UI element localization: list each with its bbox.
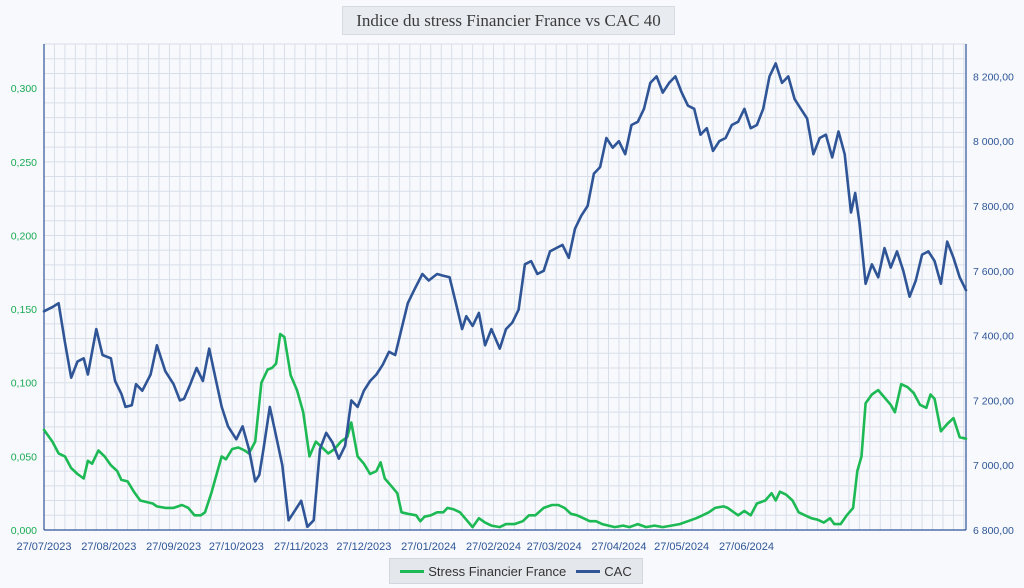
series-lines <box>42 62 968 529</box>
x-tick-label: 27/04/2024 <box>591 541 646 553</box>
left-tick-label: 0,250 <box>11 157 37 169</box>
x-tick-label: 27/01/2024 <box>401 541 456 553</box>
right-tick-label: 7 400,00 <box>973 331 1014 343</box>
tick-labels: 0,000 0,050 0,100 0,150 0,200 0,250 0,300 6 800… <box>11 71 1014 553</box>
gridlines <box>43 43 966 531</box>
right-tick-label: 7 800,00 <box>973 201 1014 213</box>
x-tick-label: 27/12/2023 <box>336 541 391 553</box>
legend-item-cac: CAC <box>576 563 632 579</box>
right-tick-label: 7 200,00 <box>973 395 1014 407</box>
legend: Stress Financier France CAC <box>389 558 643 584</box>
left-tick-label: 0,200 <box>11 230 37 242</box>
legend-label-cac: CAC <box>604 563 632 579</box>
x-tick-label: 27/08/2023 <box>81 541 136 553</box>
x-tick-label: 27/11/2023 <box>274 541 328 553</box>
legend-swatch-stress <box>400 569 425 573</box>
left-tick-label: 0,050 <box>11 451 37 463</box>
left-tick-label: 0,300 <box>11 83 37 95</box>
axes <box>43 44 967 531</box>
right-tick-label: 6 800,00 <box>973 525 1014 537</box>
x-tick-label: 27/02/2024 <box>466 541 521 553</box>
left-tick-label: 0,000 <box>11 525 37 537</box>
right-tick-label: 8 200,00 <box>973 71 1014 83</box>
x-tick-label: 27/05/2024 <box>654 541 709 553</box>
series-line-stress <box>42 332 968 529</box>
x-tick-label: 27/10/2023 <box>209 541 264 553</box>
left-tick-label: 0,150 <box>11 304 37 316</box>
x-tick-label: 27/09/2023 <box>146 541 201 553</box>
right-tick-label: 8 000,00 <box>973 136 1014 148</box>
x-tick-label: 27/03/2024 <box>527 541 582 553</box>
x-tick-label: 27/07/2023 <box>16 541 71 553</box>
legend-label-stress: Stress Financier France <box>428 563 567 579</box>
left-tick-label: 0,100 <box>11 378 37 390</box>
right-tick-label: 7 000,00 <box>973 460 1014 472</box>
chart-title-box: Indice du stress Financier France vs CAC… <box>342 6 675 35</box>
right-tick-label: 7 600,00 <box>973 266 1014 278</box>
chart-title: Indice du stress Financier France vs CAC… <box>356 10 661 30</box>
legend-swatch-cac <box>576 569 601 573</box>
series-line-cac <box>42 62 968 529</box>
legend-item-stress: Stress Financier France <box>400 564 566 579</box>
x-tick-label: 27/06/2024 <box>719 541 774 553</box>
